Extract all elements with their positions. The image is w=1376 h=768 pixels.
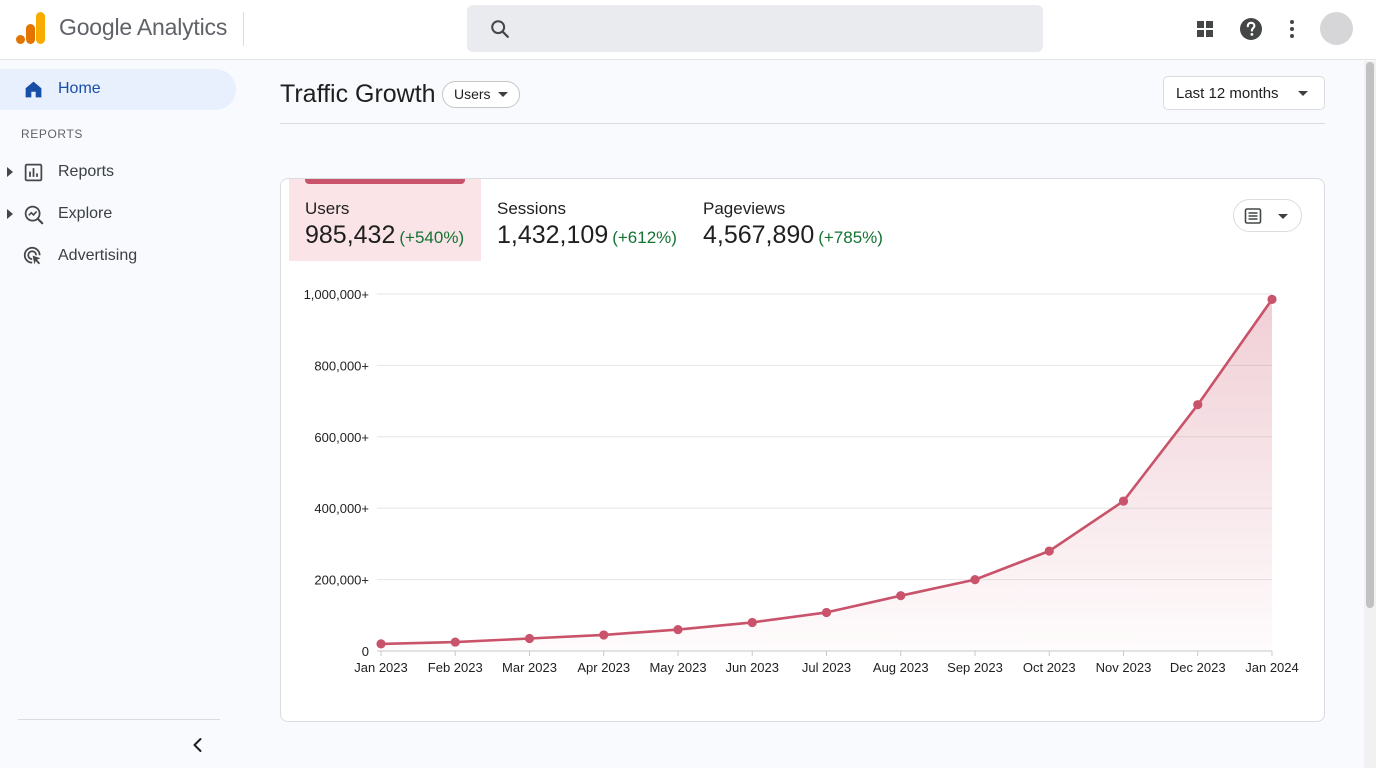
x-tick-label: Oct 2023	[1023, 660, 1076, 675]
x-tick-label: Sep 2023	[947, 660, 1003, 675]
data-point	[673, 624, 683, 635]
data-point	[821, 607, 832, 618]
metric-value: 985,432	[305, 221, 396, 249]
help-icon[interactable]	[1239, 17, 1263, 41]
scrollbar-thumb[interactable]	[1366, 62, 1374, 608]
sidebar-item-label: Advertising	[58, 247, 138, 264]
sidebar-item-label: Reports	[58, 163, 115, 180]
product-name: Google Analytics	[59, 14, 228, 40]
chart-type-selector[interactable]	[1233, 199, 1302, 232]
x-tick-label: May 2023	[649, 660, 706, 675]
sidebar-item-label: Explore	[58, 205, 113, 222]
data-point	[1044, 546, 1054, 556]
users-line-chart: 0 200,000+ 400,000+ 600,000+ 800,000+ 1,000,0…	[304, 287, 1299, 675]
y-tick-label: 800,000+	[314, 358, 369, 373]
tab-metric-name: Users	[305, 199, 350, 218]
date-range-label: Last 12 months	[1176, 85, 1279, 102]
metric-change: (+540%)	[399, 228, 465, 247]
y-tick-label: 200,000+	[314, 573, 369, 588]
x-tick-label: Mar 2023	[502, 660, 557, 675]
x-tick-label: Dec 2023	[1170, 660, 1226, 675]
data-point	[524, 633, 535, 644]
x-tick-label: Nov 2023	[1096, 660, 1152, 675]
collapse-sidebar-icon[interactable]	[188, 735, 208, 755]
x-tick-label: Jan 2024	[1245, 660, 1299, 675]
x-tick-label: Jan 2023	[354, 660, 408, 675]
x-tick-label: Jul 2023	[802, 660, 851, 675]
avatar[interactable]	[1320, 12, 1353, 45]
explore-icon	[24, 205, 44, 225]
tab-metric-value: 985,432 (+540%)	[305, 221, 464, 250]
sidebar: Home REPORTS Reports Explore A	[0, 61, 256, 768]
chart-type-icon	[1244, 208, 1262, 224]
search-input[interactable]	[527, 13, 1027, 43]
metric-selector[interactable]: Users	[442, 81, 520, 108]
dropdown-arrow-icon	[1298, 91, 1308, 96]
metric-selector-label: Users	[454, 86, 491, 102]
tab-metric-name: Sessions	[497, 199, 566, 218]
y-tick-label: 400,000+	[314, 501, 369, 516]
series-area-fill	[381, 299, 1272, 651]
header-divider	[243, 12, 244, 46]
sidebar-item-reports[interactable]: Reports	[0, 154, 236, 190]
analytics-logo-icon[interactable]	[16, 12, 46, 44]
more-vert-icon[interactable]	[1280, 17, 1304, 41]
metric-value: 4,567,890	[703, 221, 815, 249]
home-icon	[25, 81, 42, 98]
dropdown-arrow-icon	[497, 92, 508, 97]
data-point	[1267, 294, 1277, 304]
tab-users[interactable]: Users 985,432 (+540%)	[289, 179, 481, 261]
bar-chart-icon	[24, 163, 43, 182]
x-tick-label: Jun 2023	[726, 660, 780, 675]
x-tick-label: Aug 2023	[873, 660, 929, 675]
date-range-selector[interactable]: Last 12 months	[1163, 76, 1325, 110]
metric-change: (+785%)	[818, 228, 883, 247]
metric-value: 1,432,109	[497, 221, 609, 249]
sidebar-item-home[interactable]: Home	[0, 69, 236, 110]
x-tick-label: Feb 2023	[428, 660, 483, 675]
y-tick-label: 600,000+	[314, 430, 369, 445]
dropdown-arrow-icon	[1278, 214, 1288, 219]
expand-arrow-icon[interactable]	[7, 209, 13, 219]
data-point	[450, 637, 460, 647]
search-icon	[491, 20, 509, 38]
metric-change: (+612%)	[612, 228, 677, 247]
data-point	[1193, 400, 1203, 410]
apps-grid-icon[interactable]	[1193, 17, 1217, 41]
data-point	[896, 591, 906, 601]
sidebar-divider	[18, 719, 220, 720]
tab-sessions[interactable]: Sessions 1,432,109 (+612%)	[481, 179, 687, 261]
data-point	[376, 639, 386, 649]
sidebar-item-explore[interactable]: Explore	[0, 196, 236, 232]
data-point	[970, 575, 980, 585]
tab-metric-name: Pageviews	[703, 199, 786, 218]
page-title: Traffic Growth	[280, 80, 436, 108]
expand-arrow-icon[interactable]	[7, 167, 13, 177]
sidebar-item-label: Home	[58, 80, 101, 97]
active-tab-indicator	[305, 179, 465, 184]
top-app-bar: Google Analytics	[0, 0, 1376, 60]
advertising-icon	[23, 246, 41, 265]
tab-metric-value: 4,567,890 (+785%)	[703, 221, 883, 250]
tab-metric-value: 1,432,109 (+612%)	[497, 221, 677, 250]
sidebar-item-advertising[interactable]: Advertising	[0, 238, 236, 274]
y-tick-label: 1,000,000+	[304, 287, 369, 302]
x-tick-label: Apr 2023	[577, 660, 630, 675]
title-divider	[280, 123, 1325, 124]
sidebar-section-heading: REPORTS	[21, 127, 83, 141]
y-tick-label: 0	[362, 644, 369, 659]
data-point	[747, 617, 757, 628]
data-point	[599, 630, 609, 640]
data-point	[1118, 496, 1129, 506]
search-bar[interactable]	[467, 5, 1043, 52]
tab-pageviews[interactable]: Pageviews 4,567,890 (+785%)	[687, 179, 917, 261]
